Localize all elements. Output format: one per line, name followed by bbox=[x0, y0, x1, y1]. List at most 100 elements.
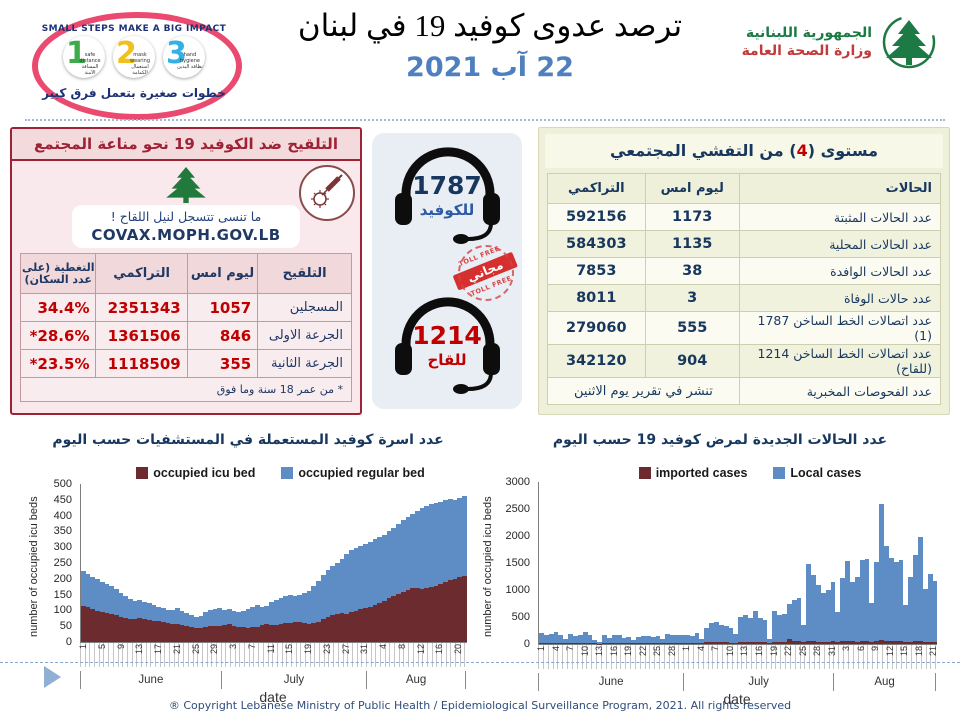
bar bbox=[222, 484, 227, 642]
bar bbox=[386, 484, 392, 642]
bar-segment bbox=[558, 635, 564, 644]
covax-url[interactable]: COVAX.MOPH.GOV.LB bbox=[91, 226, 281, 244]
bar-segment bbox=[859, 641, 865, 644]
bar bbox=[184, 484, 190, 642]
bar-segment bbox=[240, 610, 246, 628]
x-tick-cell bbox=[114, 643, 119, 667]
bar-segment bbox=[582, 642, 588, 644]
bar bbox=[543, 482, 549, 644]
bar-segment bbox=[621, 638, 627, 644]
bar-segment bbox=[757, 642, 763, 644]
x-axis-ticks: 1 4 7 10 13 16 19 22 25 28 1 4 7 10 13 16 19 22 25 28 31 3 6 9 1… bbox=[536, 645, 938, 669]
bar bbox=[898, 482, 904, 644]
bar-segment bbox=[665, 642, 671, 644]
x-tick-cell bbox=[245, 643, 250, 667]
bar bbox=[859, 482, 865, 644]
bar-segment bbox=[738, 617, 744, 643]
bar-segment bbox=[811, 641, 816, 644]
step-label-ar: استعمال الكمامة bbox=[131, 64, 149, 76]
x-tick-label: 13 bbox=[739, 646, 750, 657]
bar bbox=[908, 482, 914, 644]
x-tick-cell: 25 bbox=[798, 645, 808, 669]
cell-value: 1361506 bbox=[95, 321, 188, 350]
legend-label: occupied regular bed bbox=[298, 466, 425, 480]
x-tick-cell: 28 bbox=[667, 645, 677, 669]
bar bbox=[189, 484, 194, 642]
y-tick-label: 450 bbox=[53, 493, 72, 506]
bar-segment bbox=[922, 642, 928, 644]
bar bbox=[382, 484, 387, 642]
bar-segment bbox=[353, 610, 359, 642]
x-tick-cell bbox=[733, 645, 738, 669]
table-row: المسجلين 1057 2351343 34.4% bbox=[19, 293, 352, 322]
bar bbox=[236, 484, 241, 642]
title-block: ترصد عدوى كوفيد 19 في لبنان 22 آب 2021 bbox=[270, 8, 710, 83]
x-tick-cell bbox=[631, 645, 636, 669]
bar bbox=[358, 484, 364, 642]
bar-segment bbox=[396, 523, 401, 594]
bar-segment bbox=[621, 643, 627, 644]
x-tick-cell bbox=[636, 645, 641, 669]
covax-reminder: ما تنسى تتسجل لنيل اللقاح ! COVAX.MOPH.G… bbox=[72, 205, 300, 248]
bar-segment bbox=[334, 614, 340, 642]
bar bbox=[151, 484, 157, 642]
bar-segment bbox=[452, 499, 458, 579]
bar-segment bbox=[806, 564, 812, 641]
x-tick-cell bbox=[704, 645, 709, 669]
y-tick-label: 50 bbox=[59, 620, 72, 633]
x-tick-cell bbox=[390, 643, 396, 667]
bar-segment bbox=[918, 641, 923, 644]
headset-icon bbox=[395, 147, 500, 244]
bar-segment bbox=[845, 561, 850, 641]
x-tick-cell bbox=[348, 643, 353, 667]
x-tick-label: 7 bbox=[565, 646, 576, 652]
bar bbox=[781, 482, 787, 644]
bar bbox=[250, 484, 256, 642]
bar bbox=[325, 484, 331, 642]
x-tick-cell bbox=[573, 645, 578, 669]
x-tick-label: 23 bbox=[321, 644, 332, 655]
x-tick-cell: 12 bbox=[885, 645, 895, 669]
x-tick-cell: 16 bbox=[609, 645, 619, 669]
x-tick-cell bbox=[240, 643, 246, 667]
bar-segment bbox=[137, 599, 143, 618]
bar-segment bbox=[207, 626, 213, 642]
bar-segment bbox=[762, 642, 768, 644]
bar-segment bbox=[461, 575, 467, 642]
x-tick-cell bbox=[133, 643, 138, 667]
x-tick-label: 31 bbox=[826, 646, 837, 657]
bar bbox=[738, 482, 744, 644]
bar-segment bbox=[597, 641, 603, 644]
table-row: عدد اتصالات الخط الساخن 1214 (للقاح) 904 3… bbox=[547, 344, 942, 378]
bar-segment bbox=[573, 643, 578, 644]
bar-segment bbox=[815, 584, 821, 642]
bar-segment bbox=[414, 588, 420, 642]
bar-segment bbox=[297, 622, 303, 642]
bar-segment bbox=[927, 641, 933, 644]
x-tick-cell bbox=[386, 643, 391, 667]
bar bbox=[278, 484, 284, 642]
headset-icon bbox=[395, 297, 500, 394]
bar-segment bbox=[222, 610, 227, 625]
bar-segment bbox=[767, 639, 773, 644]
bar-segment bbox=[607, 637, 612, 644]
bar bbox=[372, 484, 378, 642]
bar-segment bbox=[198, 616, 204, 629]
bars bbox=[539, 482, 938, 644]
bar bbox=[424, 484, 430, 642]
x-tick-cell bbox=[776, 645, 782, 669]
x-tick-cell: 7 bbox=[710, 645, 720, 669]
bar bbox=[558, 482, 564, 644]
bar-segment bbox=[325, 616, 331, 642]
bar-segment bbox=[382, 600, 387, 642]
legend-item: imported cases bbox=[638, 466, 747, 480]
bar bbox=[713, 482, 719, 644]
month-label: July bbox=[748, 676, 769, 688]
x-tick-cell bbox=[395, 643, 400, 667]
bar-segment bbox=[670, 634, 676, 644]
bar bbox=[203, 484, 208, 642]
x-tick-cell: 15 bbox=[284, 643, 294, 667]
bar-segment bbox=[457, 576, 462, 642]
x-tick-cell: 31 bbox=[359, 643, 369, 667]
x-tick-label: 13 bbox=[594, 646, 605, 657]
